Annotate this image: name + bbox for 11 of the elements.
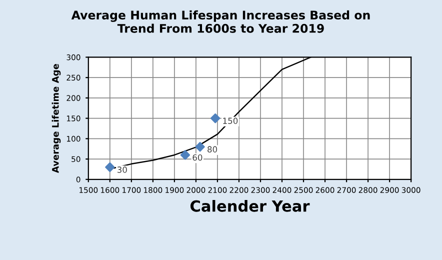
y-axis-title: Average Lifetime Age [52, 64, 61, 174]
point [105, 162, 115, 172]
chart-title: Average Human Lifespan Increases Based on Trend From 1600s to Year 2019 [71, 10, 370, 33]
data-label: 80 [208, 146, 218, 152]
point [195, 142, 205, 152]
data-label: 150 [223, 118, 238, 124]
data-label: 30 [117, 166, 127, 173]
data-label: 60 [192, 154, 202, 161]
point [210, 113, 220, 124]
x-axis-title: Calender Year [190, 200, 310, 212]
point [180, 150, 190, 160]
